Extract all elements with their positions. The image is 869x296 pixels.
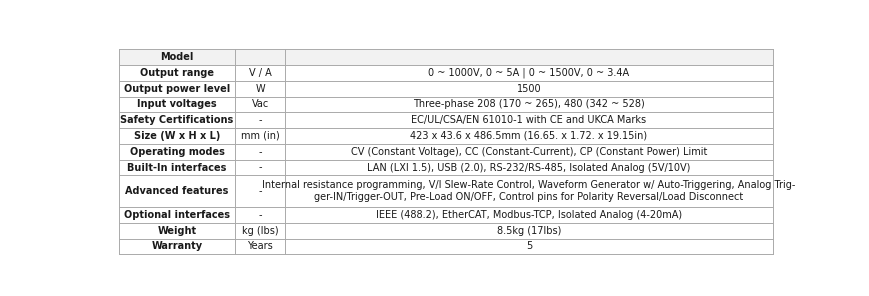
Text: -: -: [258, 115, 262, 125]
Bar: [119, 144, 772, 160]
Bar: [119, 176, 772, 207]
Bar: [119, 49, 772, 65]
Text: CV (Constant Voltage), CC (Constant-Current), CP (Constant Power) Limit: CV (Constant Voltage), CC (Constant-Curr…: [350, 147, 706, 157]
Bar: [119, 65, 772, 81]
Text: Years: Years: [247, 242, 273, 251]
Text: Operating modes: Operating modes: [129, 147, 224, 157]
Text: -: -: [258, 186, 262, 196]
Text: 1500: 1500: [516, 84, 541, 94]
Text: 5: 5: [525, 242, 532, 251]
Text: 8.5kg (17lbs): 8.5kg (17lbs): [496, 226, 561, 236]
Text: Built-In interfaces: Built-In interfaces: [127, 163, 227, 173]
Text: -: -: [258, 163, 262, 173]
Bar: [119, 223, 772, 239]
Text: W: W: [255, 84, 265, 94]
Bar: [119, 96, 772, 112]
Text: mm (in): mm (in): [241, 131, 279, 141]
Text: IEEE (488.2), EtherCAT, Modbus-TCP, Isolated Analog (4-20mA): IEEE (488.2), EtherCAT, Modbus-TCP, Isol…: [375, 210, 681, 220]
Text: 0 ~ 1000V, 0 ~ 5A | 0 ~ 1500V, 0 ~ 3.4A: 0 ~ 1000V, 0 ~ 5A | 0 ~ 1500V, 0 ~ 3.4A: [428, 67, 629, 78]
Text: Three-phase 208 (170 ~ 265), 480 (342 ~ 528): Three-phase 208 (170 ~ 265), 480 (342 ~ …: [413, 99, 644, 110]
Text: Output power level: Output power level: [123, 84, 230, 94]
Text: Vac: Vac: [251, 99, 269, 110]
Text: Internal resistance programming, V/I Slew-Rate Control, Waveform Generator w/ Au: Internal resistance programming, V/I Sle…: [262, 180, 795, 202]
Text: Safety Certifications: Safety Certifications: [120, 115, 234, 125]
Text: Advanced features: Advanced features: [125, 186, 229, 196]
Text: kg (lbs): kg (lbs): [242, 226, 278, 236]
Text: 423 x 43.6 x 486.5mm (16.65. x 1.72. x 19.15in): 423 x 43.6 x 486.5mm (16.65. x 1.72. x 1…: [410, 131, 647, 141]
Bar: [235, 49, 772, 65]
Text: Model: Model: [160, 52, 194, 62]
Text: Optional interfaces: Optional interfaces: [124, 210, 229, 220]
Bar: [119, 112, 772, 128]
Text: Weight: Weight: [157, 226, 196, 236]
Text: EC/UL/CSA/EN 61010-1 with CE and UKCA Marks: EC/UL/CSA/EN 61010-1 with CE and UKCA Ma…: [411, 115, 646, 125]
Text: Output range: Output range: [140, 68, 214, 78]
Text: Size (W x H x L): Size (W x H x L): [134, 131, 220, 141]
Text: -: -: [258, 147, 262, 157]
Text: -: -: [258, 210, 262, 220]
Bar: [119, 160, 772, 176]
Text: Input voltages: Input voltages: [137, 99, 216, 110]
Text: V / A: V / A: [249, 68, 271, 78]
Bar: [119, 81, 772, 96]
Text: Warranty: Warranty: [151, 242, 202, 251]
Bar: [119, 207, 772, 223]
Text: LAN (LXI 1.5), USB (2.0), RS-232/RS-485, Isolated Analog (5V/10V): LAN (LXI 1.5), USB (2.0), RS-232/RS-485,…: [367, 163, 690, 173]
Bar: [119, 128, 772, 144]
Bar: [119, 239, 772, 254]
